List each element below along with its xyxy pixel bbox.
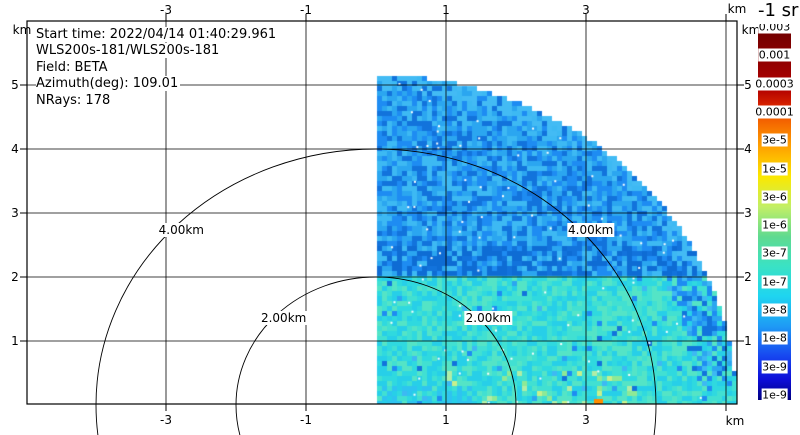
info-nrays: NRays: 178 (36, 92, 113, 108)
x-tick-label-top: 1 (442, 3, 450, 17)
y-tick-label-left: 2 (11, 270, 19, 284)
colorbar-tick-label: 3e-6 (761, 190, 788, 204)
y-tick-label-right: 5 (744, 78, 752, 92)
info-field: Field: BETA (36, 59, 110, 75)
colorbar-tick-label: 3e-9 (761, 360, 788, 374)
x-tick-label-bottom: 1 (442, 413, 450, 427)
range-ring-label: 2.00km (464, 310, 513, 325)
range-ring-label: 2.00km (259, 310, 308, 325)
colorbar-tick-label: 3e-8 (761, 303, 788, 317)
range-ring-label: 4.00km (566, 223, 615, 238)
y-tick-label-right: 2 (744, 270, 752, 284)
colorbar-tick-label: 1e-7 (761, 275, 788, 289)
x-tick-label-bottom: -3 (160, 413, 172, 427)
x-tick-label-top: -3 (160, 3, 172, 17)
x-axis-unit-bottom: km (725, 414, 745, 428)
colorbar-tick-label: 1e-8 (761, 331, 788, 345)
range-ring-label: 4.00km (157, 223, 205, 238)
colorbar-tick-label: 1e-9 (761, 388, 788, 402)
y-tick-label-right: 1 (744, 334, 752, 348)
y-tick-label-left: 3 (11, 206, 19, 220)
colorbar-tick-label: 0.0003 (754, 77, 795, 91)
colorbar-tick-label: 1e-6 (761, 218, 788, 232)
colorbar-tick-label: 1e-5 (761, 162, 788, 176)
info-instrument: WLS200s-181/WLS200s-181 (36, 43, 222, 59)
x-tick-label-bottom: -1 (300, 413, 312, 427)
y-tick-label-left: 4 (11, 142, 19, 156)
colorbar-tick-label: 0.0001 (754, 105, 795, 119)
colorbar-tick-label: 3e-7 (761, 246, 788, 260)
colorbar-tick-label: 3e-5 (761, 133, 788, 147)
y-tick-label-right: 3 (744, 206, 752, 220)
colorbar-title: -1 sr (756, 0, 800, 21)
y-axis-unit-right: km (741, 23, 761, 37)
x-tick-label-top: 3 (582, 3, 590, 17)
colorbar-tick-label: 0.001 (757, 48, 792, 62)
info-azimuth: Azimuth(deg): 109.01 (36, 76, 181, 92)
y-tick-label-left: 5 (11, 78, 19, 92)
scan-info-box: Start time: 2022/04/14 01:40:29.961 WLS2… (36, 27, 279, 109)
x-tick-label-top: -1 (300, 3, 312, 17)
info-start-time: Start time: 2022/04/14 01:40:29.961 (36, 27, 279, 42)
y-tick-label-left: 1 (11, 334, 19, 348)
x-tick-label-bottom: 3 (582, 413, 590, 427)
y-tick-label-right: 4 (744, 142, 752, 156)
y-axis-unit-left: km (12, 23, 32, 37)
x-axis-unit-top: km (727, 2, 747, 16)
colorbar-tick-label: 0.003 (757, 24, 792, 34)
colorbar-labels: 0.003 0.001 0.0003 0.0001 3e-5 1e-5 3e-6 1e-6 3e… (748, 24, 800, 406)
